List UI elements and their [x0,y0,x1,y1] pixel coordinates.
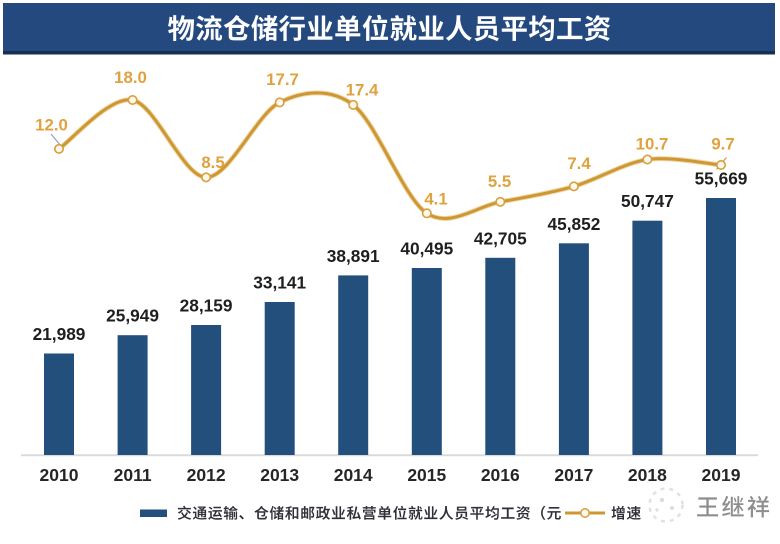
svg-text:2019: 2019 [702,465,741,485]
svg-text:4.1: 4.1 [424,189,447,208]
svg-text:55,669: 55,669 [695,169,748,189]
svg-text:50,747: 50,747 [621,191,674,211]
svg-text:25,949: 25,949 [106,306,159,326]
svg-text:12.0: 12.0 [35,115,68,134]
svg-text:7.4: 7.4 [567,154,591,173]
svg-text:17.7: 17.7 [266,70,299,89]
svg-text:2012: 2012 [187,465,226,485]
svg-text:2011: 2011 [114,465,152,485]
svg-text:38,891: 38,891 [327,246,380,266]
svg-text:2015: 2015 [407,465,446,485]
svg-text:9.7: 9.7 [711,134,734,153]
svg-text:2018: 2018 [628,465,667,485]
svg-text:2010: 2010 [40,465,79,485]
svg-text:2013: 2013 [260,465,299,485]
svg-text:2016: 2016 [481,465,520,485]
svg-text:45,852: 45,852 [547,214,600,234]
svg-text:8.5: 8.5 [201,153,224,172]
svg-text:17.4: 17.4 [346,80,379,99]
svg-text:33,141: 33,141 [253,273,306,293]
svg-text:28,159: 28,159 [180,296,233,316]
svg-text:21,989: 21,989 [33,324,86,344]
svg-text:2017: 2017 [554,465,593,485]
svg-text:40,495: 40,495 [400,239,453,259]
svg-text:5.5: 5.5 [488,172,511,191]
svg-text:18.0: 18.0 [114,68,147,87]
svg-text:42,705: 42,705 [474,228,527,248]
svg-text:2014: 2014 [334,465,373,485]
svg-text:10.7: 10.7 [636,134,669,153]
